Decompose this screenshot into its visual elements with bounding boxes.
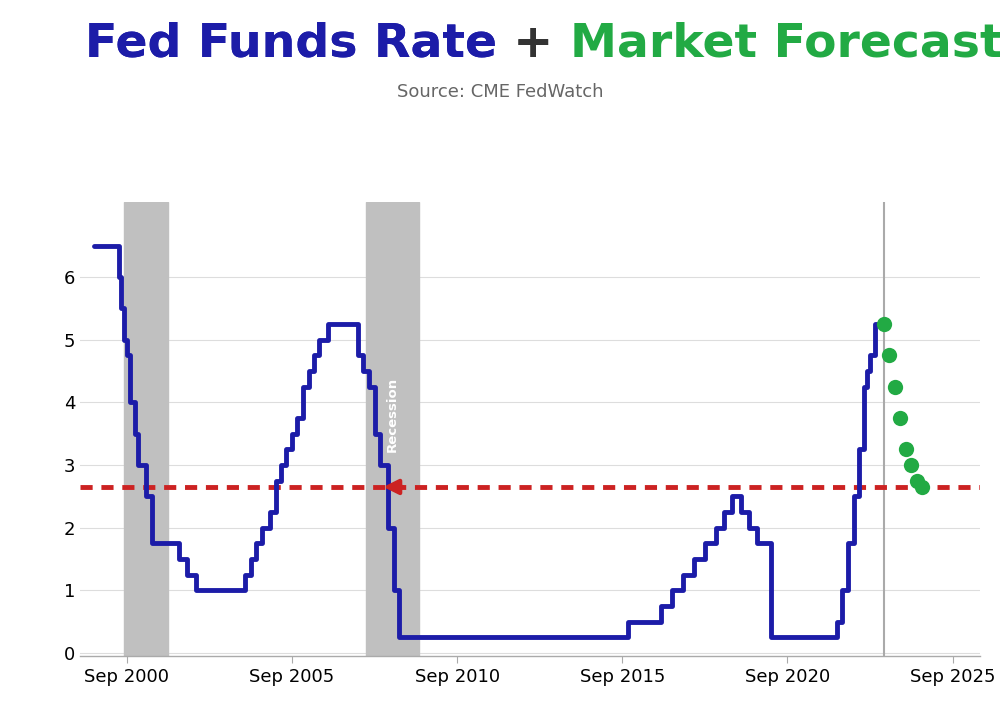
Text: Fed Funds Rate: Fed Funds Rate bbox=[85, 22, 497, 66]
Text: Market Forecast: Market Forecast bbox=[570, 22, 1000, 66]
Text: Fed Funds Rate  +  Market Forecast: Fed Funds Rate + Market Forecast bbox=[25, 22, 975, 66]
Text: Fed Funds Rate: Fed Funds Rate bbox=[85, 22, 497, 66]
Text: Source: CME FedWatch: Source: CME FedWatch bbox=[397, 83, 603, 101]
Text: Recession: Recession bbox=[386, 377, 399, 453]
Text: +: + bbox=[497, 22, 570, 66]
Bar bbox=[124, 202, 168, 656]
Bar bbox=[366, 202, 419, 656]
Text: +  Market Forecast: + Market Forecast bbox=[497, 22, 1000, 66]
Text: +: + bbox=[497, 22, 570, 66]
